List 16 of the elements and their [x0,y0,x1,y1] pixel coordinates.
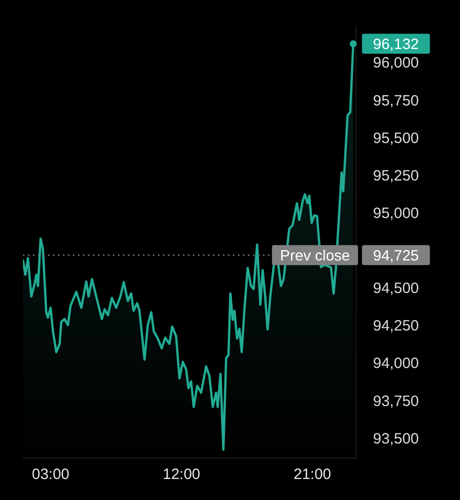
y-tick-label: 93,500 [373,430,419,448]
annotation: 96,132 [373,36,419,53]
y-tick-label: 94,000 [373,355,419,372]
y-tick-label: 94,250 [373,318,419,335]
y-tick-label: 95,500 [373,130,419,147]
ref-line-label: Prev close [280,247,350,264]
x-tick-label: 03:00 [32,466,70,484]
x-tick-label: 21:00 [294,466,332,484]
y-tick-label: 94,500 [373,280,419,298]
y-tick-label: 95,000 [373,204,419,222]
x-tick-label: 12:00 [162,466,200,484]
y-tick-label: 95,250 [373,167,419,184]
y-tick-label: 96,000 [373,54,419,72]
y-tick-label: 93,750 [373,392,419,410]
y-tick-label: 95,750 [373,92,419,110]
text: 94,725 [373,247,419,264]
